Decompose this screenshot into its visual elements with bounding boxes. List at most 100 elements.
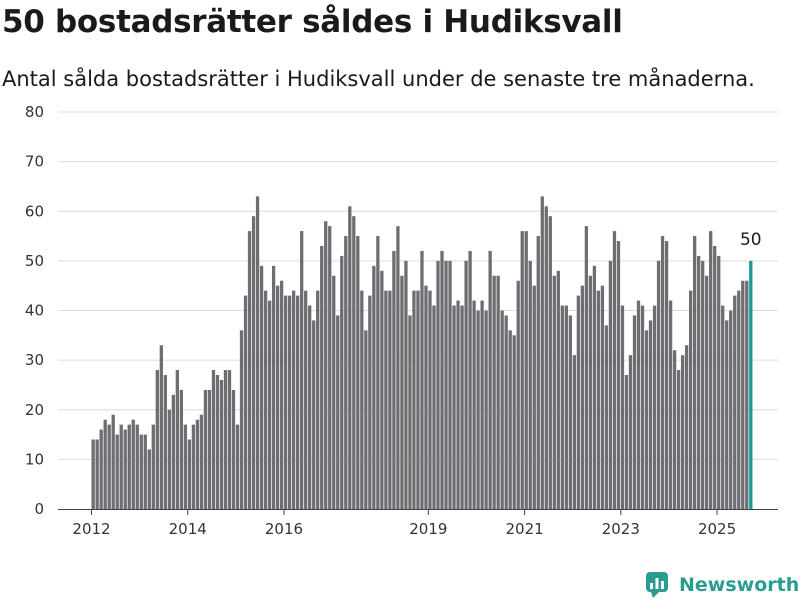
bar	[107, 424, 111, 509]
bar	[448, 260, 452, 510]
chart-title: 50 bostadsrätter såldes i Hudiksvall	[2, 4, 623, 40]
bar	[528, 260, 532, 510]
newsworthy-chart-icon	[646, 572, 668, 598]
bar	[544, 206, 548, 510]
y-tick-label: 70	[25, 153, 44, 171]
bar	[187, 439, 192, 509]
bar	[171, 394, 175, 509]
x-axis-ticks: 2012 2014 2016 2019 2021 2023 2025	[72, 509, 736, 538]
bar	[440, 250, 444, 509]
bar	[207, 389, 212, 509]
bar	[99, 429, 103, 509]
x-tick-label: 2021	[505, 520, 543, 538]
bar	[428, 290, 432, 509]
bar	[267, 300, 272, 509]
newsworthy-logo[interactable]: Newsworthy	[645, 571, 800, 599]
bar	[336, 315, 340, 509]
bar	[592, 265, 597, 509]
bar	[111, 414, 115, 509]
bar	[147, 449, 151, 509]
bar	[616, 241, 621, 509]
bar	[548, 216, 552, 509]
bar	[556, 270, 560, 509]
bar	[243, 295, 248, 509]
bar	[496, 275, 500, 509]
bar	[564, 305, 568, 509]
bar	[263, 290, 268, 509]
bar	[380, 270, 384, 509]
bar	[292, 290, 296, 509]
bar	[668, 300, 673, 509]
bar	[492, 275, 496, 509]
bar	[139, 434, 143, 509]
bar	[456, 300, 460, 509]
bar	[135, 424, 139, 509]
bar	[709, 231, 713, 509]
y-axis-ticks: 0 10 20 30 40 50 60 70 80	[25, 103, 44, 518]
bar	[312, 320, 316, 509]
bar	[95, 439, 99, 509]
bar	[660, 236, 665, 509]
bar	[436, 260, 440, 510]
bar	[644, 330, 649, 509]
chart-subtitle: Antal sålda bostadsrätter i Hudiksvall u…	[2, 67, 755, 91]
bar	[520, 231, 524, 509]
bar	[484, 310, 488, 509]
bar	[608, 260, 613, 510]
bar	[596, 290, 601, 509]
bar	[219, 379, 224, 509]
bar	[348, 206, 352, 510]
bar	[693, 236, 697, 509]
bar	[460, 305, 464, 509]
bar	[560, 305, 564, 509]
bar	[231, 389, 236, 509]
bar	[680, 355, 685, 509]
bar	[364, 330, 368, 509]
bar	[287, 295, 292, 509]
bar	[705, 275, 709, 509]
bar	[316, 290, 320, 509]
bar	[296, 295, 300, 509]
bar	[247, 231, 252, 509]
bar	[372, 265, 376, 509]
bar	[175, 370, 180, 509]
bar	[701, 260, 705, 510]
bar	[195, 419, 200, 509]
bar	[741, 280, 745, 509]
bar	[352, 216, 356, 509]
bar	[356, 236, 360, 509]
bar	[412, 290, 416, 509]
bar	[600, 285, 605, 509]
bar	[332, 275, 336, 509]
bar	[568, 315, 572, 509]
bar	[328, 226, 332, 509]
bar	[500, 310, 504, 509]
bar-highlighted	[749, 260, 753, 510]
bar	[360, 290, 364, 509]
bar	[344, 236, 348, 509]
bar	[652, 305, 657, 509]
bar	[408, 315, 412, 509]
bar	[508, 330, 512, 509]
bar	[729, 310, 733, 509]
bar	[488, 250, 492, 509]
bar	[123, 429, 127, 509]
bar	[452, 305, 456, 509]
bar	[191, 424, 196, 509]
bar	[713, 245, 717, 510]
bar	[259, 265, 264, 509]
bar	[376, 236, 380, 509]
bar	[584, 226, 589, 509]
bar	[211, 370, 216, 509]
x-tick-label: 2023	[602, 520, 640, 538]
bar	[524, 231, 528, 509]
x-tick-label: 2025	[698, 520, 736, 538]
y-tick-label: 60	[25, 202, 44, 220]
bar	[628, 355, 633, 509]
y-tick-label: 40	[25, 302, 44, 320]
bar	[271, 265, 276, 509]
bar	[588, 275, 593, 509]
bar	[620, 305, 625, 509]
bar	[155, 370, 159, 509]
bar	[179, 389, 184, 509]
